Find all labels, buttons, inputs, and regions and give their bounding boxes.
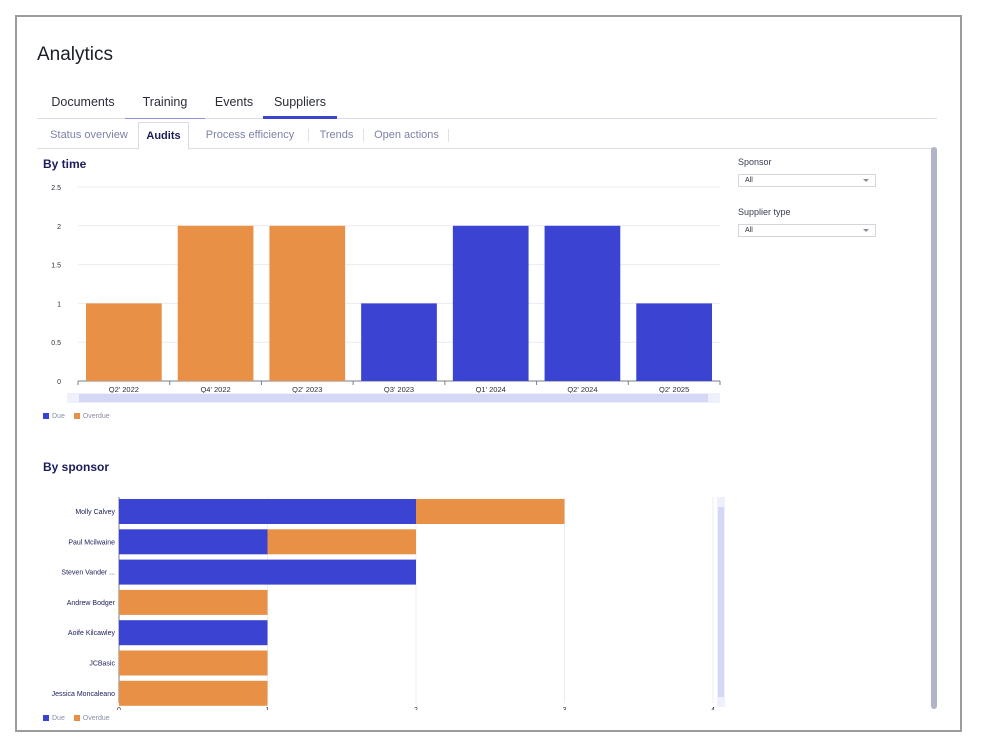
bar-due <box>119 559 416 585</box>
y-tick-label: Andrew Bodger <box>67 600 116 607</box>
supplier-type-filter-label: Supplier type <box>738 207 791 217</box>
y-tick-label: Steven Vander ... <box>61 570 115 577</box>
supplier-type-select-value: All <box>745 227 753 234</box>
due-swatch <box>43 715 49 721</box>
x-tick-label: Q2' 2025 <box>659 385 689 394</box>
horizontal-scroll-thumb[interactable] <box>79 394 708 402</box>
overdue-swatch <box>73 413 80 419</box>
bar-due <box>119 620 268 646</box>
bar-overdue <box>416 499 565 524</box>
y-tick-label: 1 <box>57 301 61 308</box>
bar-due <box>119 499 416 524</box>
bar-due <box>361 303 437 381</box>
sub-tab-bar: Status overview Audits Process efficienc… <box>37 122 937 150</box>
y-tick-label: Molly Calvey <box>75 509 115 516</box>
bar-overdue <box>269 225 346 381</box>
overdue-swatch <box>73 715 80 721</box>
y-tick-label: Paul Mcilwaine <box>68 539 115 546</box>
subtab-label: Status overview <box>50 129 128 141</box>
sponsor-filter-label: Sponsor <box>738 157 772 167</box>
subtab-open-actions[interactable]: Open actions <box>364 122 449 149</box>
tab-separator <box>448 129 449 142</box>
y-tick-label: JCBasic <box>89 661 115 668</box>
x-tick-label: 3 <box>563 707 567 710</box>
by-time-title: By time <box>43 157 87 171</box>
x-tick-label: 4 <box>711 707 715 710</box>
by-time-legend: Due Overdue <box>43 413 117 420</box>
tab-separator <box>363 129 364 142</box>
y-tick-label: 1.5 <box>51 263 61 270</box>
x-tick-label: Q1' 2024 <box>476 385 506 394</box>
sponsor-select-value: All <box>745 177 753 184</box>
page-title: Analytics <box>37 44 114 65</box>
x-tick-label: Q2' 2022 <box>109 385 139 394</box>
x-tick-label: 0 <box>117 707 121 710</box>
subtab-label: Trends <box>319 129 354 141</box>
chevron-down-icon <box>863 179 869 182</box>
legend-overdue: Overdue <box>82 715 110 722</box>
due-swatch <box>43 413 49 419</box>
legend-due: Due <box>52 413 65 420</box>
y-tick-label: Aoife Kilcawley <box>68 630 116 637</box>
bar-overdue <box>119 650 268 676</box>
bar-due <box>452 225 529 381</box>
subtab-label: Process efficiency <box>205 129 295 141</box>
y-tick-label: 0.5 <box>51 340 61 347</box>
y-tick-label: 0 <box>57 379 61 386</box>
page-scrollbar[interactable] <box>931 147 937 709</box>
y-tick-label: 2 <box>57 224 61 231</box>
bar-overdue <box>119 680 268 706</box>
bar-due <box>544 225 621 381</box>
tab-training[interactable]: Training <box>125 95 205 119</box>
vertical-scroll-thumb[interactable] <box>718 507 724 697</box>
chevron-down-icon <box>863 229 869 232</box>
supplier-type-select[interactable]: All <box>738 224 876 237</box>
by-sponsor-chart: 0 1 2 3 4 Molly Calvey Paul Mcilwaine Steven Va… <box>52 497 725 710</box>
y-tick-label: 2.5 <box>51 185 61 192</box>
by-sponsor-title: By sponsor <box>43 460 110 474</box>
subtab-status-overview[interactable]: Status overview <box>41 122 137 149</box>
x-tick-label: Q2' 2024 <box>567 385 597 394</box>
bar-overdue <box>86 303 162 381</box>
bar-due <box>119 529 268 555</box>
by-sponsor-legend: Due Overdue <box>43 715 117 722</box>
subtab-label: Audits <box>146 130 181 142</box>
sponsor-select[interactable]: All <box>738 174 876 187</box>
x-tick-label: Q2' 2023 <box>292 385 322 394</box>
tab-suppliers[interactable]: Suppliers <box>263 95 337 119</box>
subtab-trends[interactable]: Trends <box>309 122 364 149</box>
subtab-label: Open actions <box>374 129 439 141</box>
by-time-chart: 0 0.5 1 1.5 2 2.5 Q2' 2022 Q4' 2022 Q2' 2023 Q3' … <box>51 185 721 403</box>
tab-documents[interactable]: Documents <box>51 95 115 109</box>
subtab-audits[interactable]: Audits <box>138 122 189 150</box>
bar-overdue <box>119 589 268 615</box>
x-tick-label: Q4' 2022 <box>200 385 230 394</box>
bar-overdue <box>177 225 254 381</box>
legend-due: Due <box>52 715 65 722</box>
analytics-window: Analytics Documents Training Events Supp… <box>15 15 962 732</box>
subtab-process-efficiency[interactable]: Process efficiency <box>191 122 309 149</box>
main-tab-bar: Documents Training Events Suppliers <box>37 95 937 119</box>
x-tick-label: 2 <box>414 707 418 710</box>
x-tick-label: 1 <box>266 707 270 710</box>
tab-events[interactable]: Events <box>214 95 254 109</box>
legend-overdue: Overdue <box>82 413 110 420</box>
bar-overdue <box>267 529 416 555</box>
tab-separator <box>308 129 309 142</box>
bar-due <box>636 303 712 381</box>
y-tick-label: Jessica Moncaleano <box>52 691 116 698</box>
x-tick-label: Q3' 2023 <box>384 385 414 394</box>
